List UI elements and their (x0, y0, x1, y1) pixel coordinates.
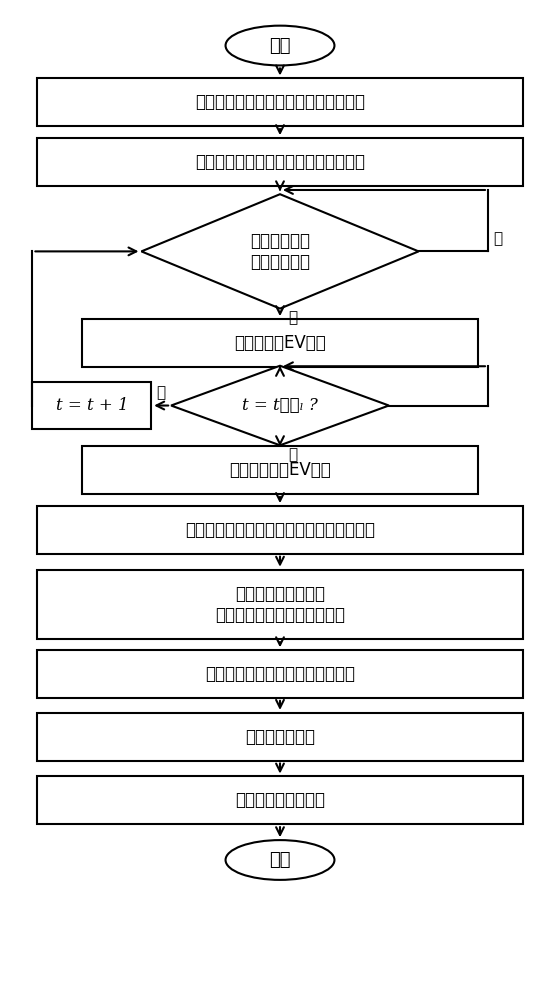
Polygon shape (141, 194, 419, 309)
Text: 聚合商发送电动汽车预测负荷至电网运营商: 聚合商发送电动汽车预测负荷至电网运营商 (185, 521, 375, 539)
Text: 结束: 结束 (269, 851, 291, 869)
Text: 聚合商接收需求响应资源调度计划: 聚合商接收需求响应资源调度计划 (205, 665, 355, 683)
Text: 更新灵活性EV负荷: 更新灵活性EV负荷 (234, 334, 326, 352)
Text: 否: 否 (157, 386, 166, 401)
FancyBboxPatch shape (38, 776, 522, 824)
Text: 是: 是 (288, 311, 297, 326)
Text: 是: 是 (288, 447, 297, 462)
Polygon shape (171, 366, 389, 445)
Text: 聚合商控制充电过程: 聚合商控制充电过程 (235, 791, 325, 809)
Ellipse shape (226, 26, 334, 65)
FancyBboxPatch shape (38, 78, 522, 126)
Text: 更新非灵活性EV负荷: 更新非灵活性EV负荷 (229, 461, 331, 479)
Text: t = t₝₞ₗ ?: t = t₝₞ₗ ? (242, 397, 318, 414)
FancyBboxPatch shape (32, 382, 151, 429)
FancyBboxPatch shape (38, 713, 522, 761)
Text: 聚合商把需求响应邀约下发至电动汽车: 聚合商把需求响应邀约下发至电动汽车 (195, 153, 365, 171)
FancyBboxPatch shape (38, 650, 522, 698)
Text: t = t + 1: t = t + 1 (55, 397, 128, 414)
Text: 否: 否 (493, 231, 502, 246)
Text: 电动汽车是否
参与需求响应: 电动汽车是否 参与需求响应 (250, 232, 310, 271)
FancyBboxPatch shape (38, 506, 522, 554)
FancyBboxPatch shape (82, 446, 478, 494)
Text: 聚合商通知车主: 聚合商通知车主 (245, 728, 315, 746)
FancyBboxPatch shape (82, 319, 478, 367)
Text: 电网运营商优化调度
机组发电计划和需求响应资源: 电网运营商优化调度 机组发电计划和需求响应资源 (215, 585, 345, 624)
FancyBboxPatch shape (38, 138, 522, 186)
Text: 开始: 开始 (269, 37, 291, 55)
Text: 电网运营商向聚合商发送需求响应邀约: 电网运营商向聚合商发送需求响应邀约 (195, 93, 365, 111)
Ellipse shape (226, 840, 334, 880)
FancyBboxPatch shape (38, 570, 522, 639)
